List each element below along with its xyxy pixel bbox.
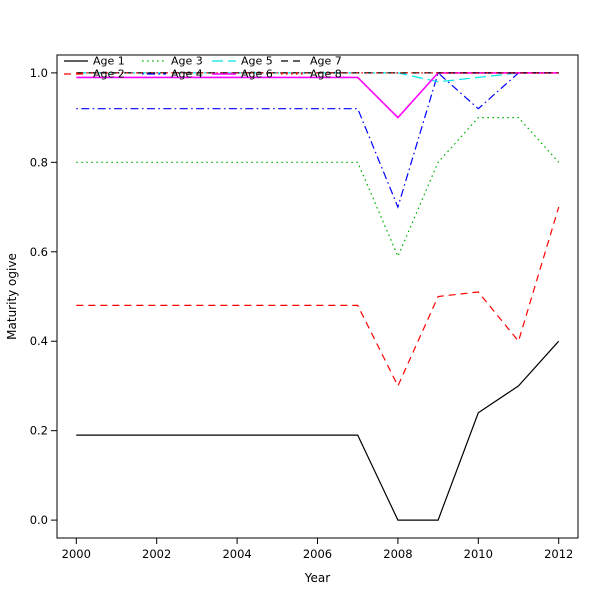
x-tick-label: 2012	[544, 547, 573, 561]
y-tick-label: 0.2	[30, 424, 48, 438]
x-tick-label: 2004	[222, 547, 251, 561]
legend-item-age-2: Age 2	[64, 68, 125, 81]
legend-label: Age 2	[93, 68, 125, 81]
series-line-age-3	[76, 116, 560, 258]
legend-item-age-3: Age 3	[142, 55, 203, 68]
legend-label: Age 7	[310, 55, 342, 68]
y-tick-label: 0.8	[30, 155, 48, 169]
legend-item-age-7: Age 7	[281, 55, 342, 68]
y-axis-title: Maturity ogive	[5, 253, 19, 340]
series-line-age-1	[76, 340, 560, 521]
series-line-age-4	[76, 71, 559, 209]
legend-label: Age 4	[171, 68, 203, 81]
y-tick-label: 1.0	[30, 66, 48, 80]
y-tick-label: 0.0	[30, 513, 48, 527]
legend-label: Age 5	[241, 55, 273, 68]
x-tick-label: 2010	[464, 547, 493, 561]
x-tick-label: 2002	[142, 547, 171, 561]
legend-item-age-4: Age 4	[142, 68, 203, 81]
legend-item-age-5: Age 5	[212, 55, 273, 68]
legend-label: Age 1	[93, 55, 125, 68]
legend-item-age-1: Age 1	[64, 55, 125, 68]
plot-box	[56, 54, 579, 539]
legend-label: Age 3	[171, 55, 203, 68]
legend-item-age-6: Age 6	[212, 68, 273, 81]
y-tick-label: 0.6	[30, 245, 48, 259]
legend-label: Age 6	[241, 68, 273, 81]
x-axis-title: Year	[304, 571, 330, 585]
x-tick-label: 2008	[383, 547, 412, 561]
series-line-age-2	[76, 206, 560, 388]
x-tick-label: 2000	[62, 547, 91, 561]
y-tick-label: 0.4	[30, 334, 48, 348]
x-tick-label: 2006	[303, 547, 332, 561]
legend-label: Age 8	[310, 68, 342, 81]
legend-item-age-8: Age 8	[281, 68, 342, 81]
